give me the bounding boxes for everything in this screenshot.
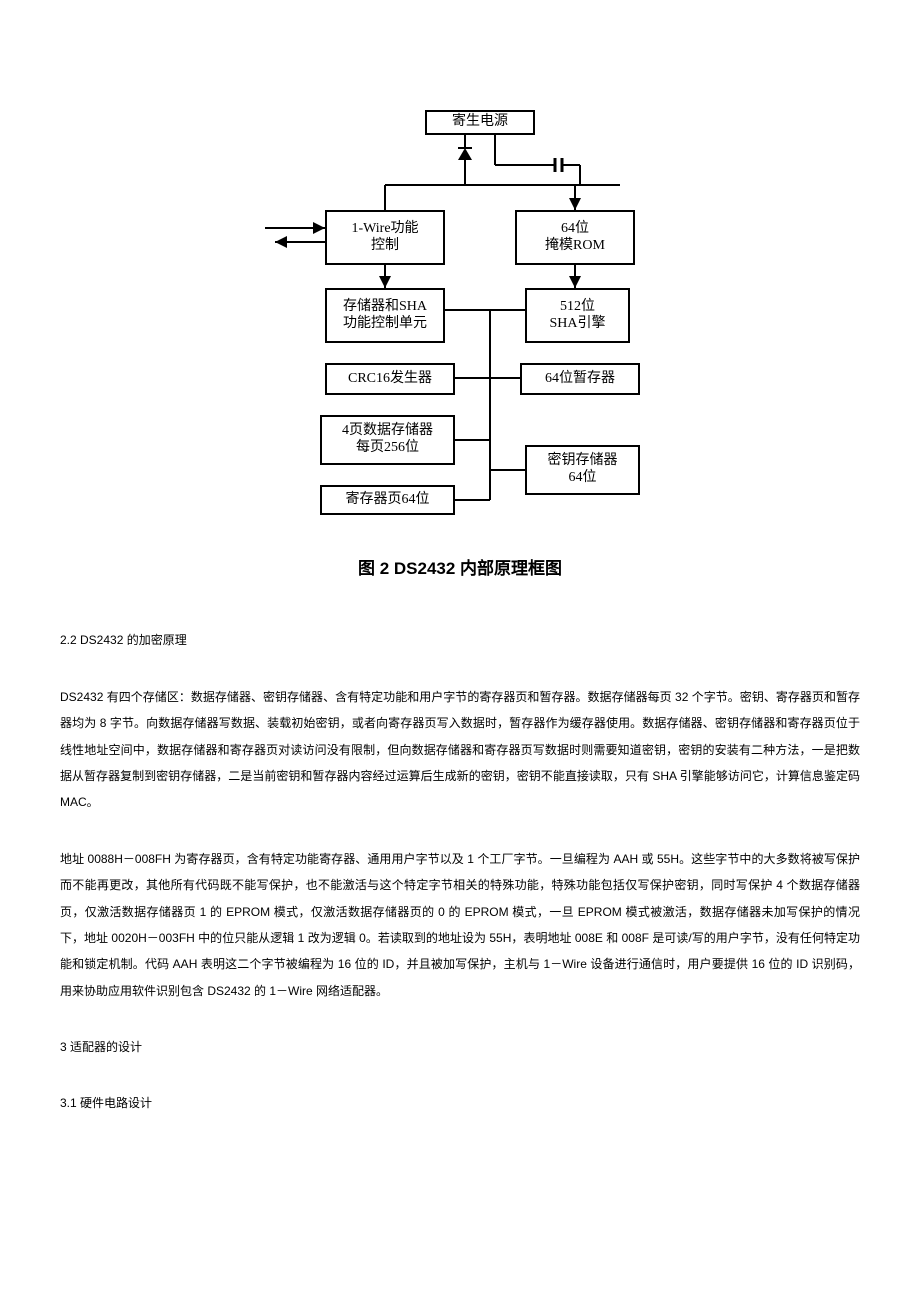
heading-2-2: 2.2 DS2432 的加密原理 <box>60 627 860 653</box>
node-label: 密钥存储器 64位 <box>548 453 618 487</box>
node-onewire-ctrl: 1-Wire功能 控制 <box>325 210 445 265</box>
node-label: 1-Wire功能 控制 <box>351 221 418 255</box>
node-register-page-64: 寄存器页64位 <box>320 485 455 515</box>
node-label: 寄生电源 <box>452 114 508 131</box>
node-label: 寄存器页64位 <box>346 492 430 509</box>
node-scratchpad64: 64位暂存器 <box>520 363 640 395</box>
node-label: 64位暂存器 <box>545 371 615 388</box>
node-label: CRC16发生器 <box>348 371 432 388</box>
node-label: 512位 SHA引擎 <box>549 299 605 333</box>
node-page4-256: 4页数据存储器 每页256位 <box>320 415 455 465</box>
node-sha-engine: 512位 SHA引擎 <box>525 288 630 343</box>
node-crc16: CRC16发生器 <box>325 363 455 395</box>
node-label: 64位 掩模ROM <box>545 221 605 255</box>
paragraph-2: 地址 0088H－008FH 为寄存器页，含有特定功能寄存器、通用用户字节以及 … <box>60 846 860 1004</box>
paragraph-1: DS2432 有四个存储区：数据存储器、密钥存储器、含有特定功能和用户字节的寄存… <box>60 684 860 816</box>
figure-caption: 图 2 DS2432 内部原理框图 <box>265 550 655 587</box>
heading-3: 3 适配器的设计 <box>60 1034 860 1060</box>
heading-3-1: 3.1 硬件电路设计 <box>60 1090 860 1116</box>
block-diagram: 寄生电源 1-Wire功能 控制 64位 掩模ROM 存储器和SHA 功能控制单… <box>265 110 655 587</box>
node-rom64: 64位 掩模ROM <box>515 210 635 265</box>
node-key-store-64: 密钥存储器 64位 <box>525 445 640 495</box>
node-parasite-power: 寄生电源 <box>425 110 535 135</box>
node-label: 存储器和SHA 功能控制单元 <box>343 299 427 333</box>
node-label: 4页数据存储器 每页256位 <box>342 423 433 457</box>
node-mem-sha-ctrl: 存储器和SHA 功能控制单元 <box>325 288 445 343</box>
